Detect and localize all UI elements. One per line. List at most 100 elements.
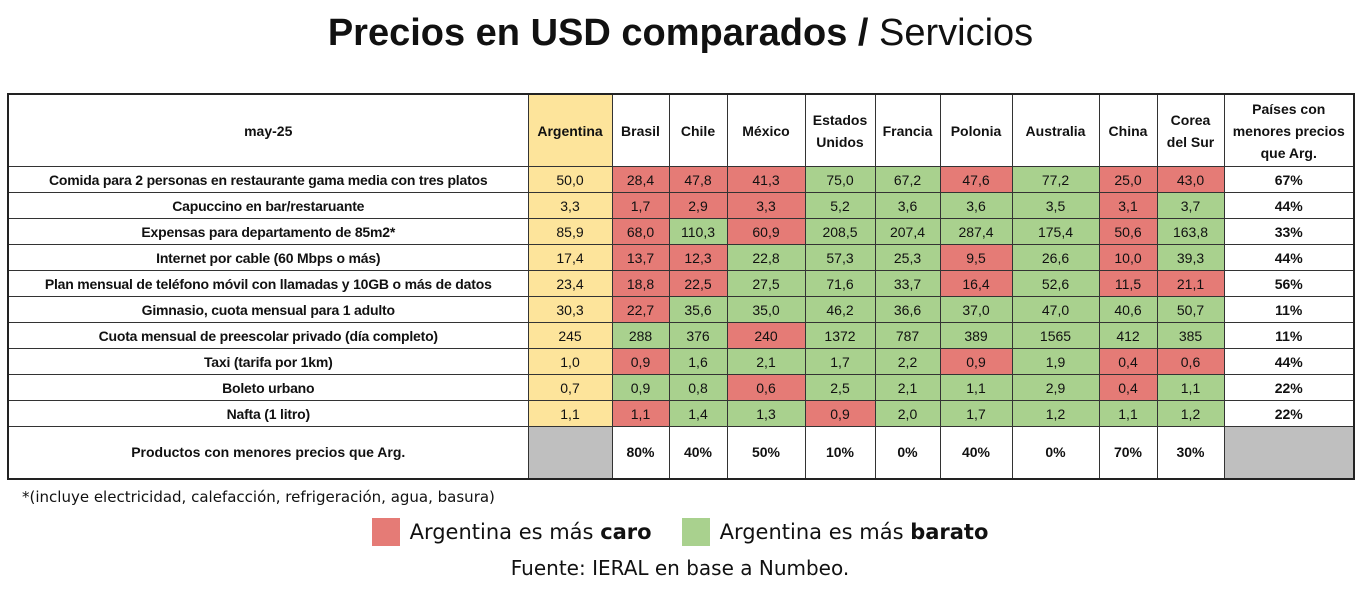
price-cell: 40,6 [1098, 296, 1158, 323]
pct-cell: 56% [1223, 270, 1355, 297]
price-cell: 33,7 [874, 270, 941, 297]
price-cell: 46,2 [804, 296, 876, 323]
price-cell: 1,7 [939, 400, 1013, 427]
summary-pct-cell: 30% [1156, 426, 1225, 479]
table-row: Gimnasio, cuota mensual para 1 adulto 30,… [7, 296, 1355, 323]
price-cell: 18,8 [611, 270, 670, 297]
price-cell: 3,6 [874, 192, 941, 219]
legend-barato-label: Argentina es más barato [719, 519, 989, 544]
column-header: China [1098, 93, 1158, 167]
argentina-price-cell: 23,4 [527, 270, 613, 297]
summary-row: Productos con menores precios que Arg. 80… [7, 426, 1355, 479]
argentina-price-cell: 85,9 [527, 218, 613, 245]
price-cell: 11,5 [1098, 270, 1158, 297]
source-note: Fuente: IERAL en base a Numbeo. [510, 555, 850, 580]
price-cell: 67,2 [874, 166, 941, 193]
row-label: Capuccino en bar/restaruante [7, 192, 529, 219]
summary-pct-cell: 80% [611, 426, 670, 479]
argentina-price-cell: 1,1 [527, 400, 613, 427]
summary-label: Productos con menores precios que Arg. [7, 426, 529, 479]
price-cell: 22,5 [668, 270, 728, 297]
empty-cell [1223, 426, 1355, 479]
empty-cell [527, 426, 613, 479]
price-cell: 71,6 [804, 270, 876, 297]
price-cell: 12,3 [668, 244, 728, 271]
table-row: Internet por cable (60 Mbps o más) 17,4 13… [7, 244, 1355, 271]
price-cell: 288 [611, 322, 670, 349]
column-header: Argentina [527, 93, 613, 167]
row-label: Gimnasio, cuota mensual para 1 adulto [7, 296, 529, 323]
price-cell: 3,7 [1156, 192, 1225, 219]
price-cell: 3,3 [726, 192, 806, 219]
price-cell: 39,3 [1156, 244, 1225, 271]
price-cell: 3,5 [1011, 192, 1100, 219]
price-cell: 3,1 [1098, 192, 1158, 219]
price-cell: 240 [726, 322, 806, 349]
legend-barato: Argentina es más barato [681, 517, 989, 546]
price-cell: 35,0 [726, 296, 806, 323]
price-cell: 0,4 [1098, 348, 1158, 375]
table-row: Expensas para departamento de 85m2* 85,9 6… [7, 218, 1355, 245]
column-header: Brasil [611, 93, 670, 167]
price-cell: 52,6 [1011, 270, 1100, 297]
content: may-25 Argentina Brasil Chile México Estados … [7, 93, 1355, 580]
price-cell: 28,4 [611, 166, 670, 193]
price-cell: 13,7 [611, 244, 670, 271]
price-cell: 22,8 [726, 244, 806, 271]
row-label: Boleto urbano [7, 374, 529, 401]
price-cell: 2,9 [1011, 374, 1100, 401]
price-cell: 389 [939, 322, 1013, 349]
price-cell: 1,1 [1156, 374, 1225, 401]
price-cell: 287,4 [939, 218, 1013, 245]
price-cell: 175,4 [1011, 218, 1100, 245]
price-cell: 1,4 [668, 400, 728, 427]
price-cell: 1,3 [726, 400, 806, 427]
column-header: Australia [1011, 93, 1100, 167]
pct-cell: 44% [1223, 348, 1355, 375]
price-cell: 16,4 [939, 270, 1013, 297]
price-cell: 68,0 [611, 218, 670, 245]
price-cell: 47,6 [939, 166, 1013, 193]
price-cell: 9,5 [939, 244, 1013, 271]
pct-cell: 11% [1223, 296, 1355, 323]
title-light: Servicios [879, 12, 1034, 54]
price-cell: 1,1 [611, 400, 670, 427]
table-row: Boleto urbano 0,7 0,9 0,8 0,6 2,5 2,1 1,1 2,9 0,4… [7, 374, 1355, 401]
price-cell: 0,9 [611, 348, 670, 375]
summary-pct-cell: 0% [874, 426, 941, 479]
pct-cell: 67% [1223, 166, 1355, 193]
price-cell: 376 [668, 322, 728, 349]
price-cell: 787 [874, 322, 941, 349]
price-cell: 36,6 [874, 296, 941, 323]
price-cell: 0,6 [726, 374, 806, 401]
price-cell: 27,5 [726, 270, 806, 297]
price-cell: 412 [1098, 322, 1158, 349]
summary-pct-cell: 40% [939, 426, 1013, 479]
summary-pct-cell: 0% [1011, 426, 1100, 479]
argentina-price-cell: 3,3 [527, 192, 613, 219]
price-cell: 1565 [1011, 322, 1100, 349]
column-header: México [726, 93, 806, 167]
price-cell: 26,6 [1011, 244, 1100, 271]
row-label: Expensas para departamento de 85m2* [7, 218, 529, 245]
price-cell: 208,5 [804, 218, 876, 245]
price-cell: 2,1 [874, 374, 941, 401]
price-cell: 2,0 [874, 400, 941, 427]
row-label: Comida para 2 personas en restaurante ga… [7, 166, 529, 193]
argentina-price-cell: 0,7 [527, 374, 613, 401]
price-cell: 47,0 [1011, 296, 1100, 323]
price-cell: 21,1 [1156, 270, 1225, 297]
price-cell: 5,2 [804, 192, 876, 219]
price-cell: 385 [1156, 322, 1225, 349]
legend-caro-label: Argentina es más caro [409, 519, 652, 544]
price-cell: 110,3 [668, 218, 728, 245]
price-cell: 1,2 [1011, 400, 1100, 427]
column-header: Estados Unidos [804, 93, 876, 167]
price-cell: 1,9 [1011, 348, 1100, 375]
price-cell: 25,0 [1098, 166, 1158, 193]
row-label: Cuota mensual de preescolar privado (día… [7, 322, 529, 349]
argentina-price-cell: 17,4 [527, 244, 613, 271]
column-header: Polonia [939, 93, 1013, 167]
summary-pct-cell: 40% [668, 426, 728, 479]
table-row: Cuota mensual de preescolar privado (día… [7, 322, 1355, 349]
